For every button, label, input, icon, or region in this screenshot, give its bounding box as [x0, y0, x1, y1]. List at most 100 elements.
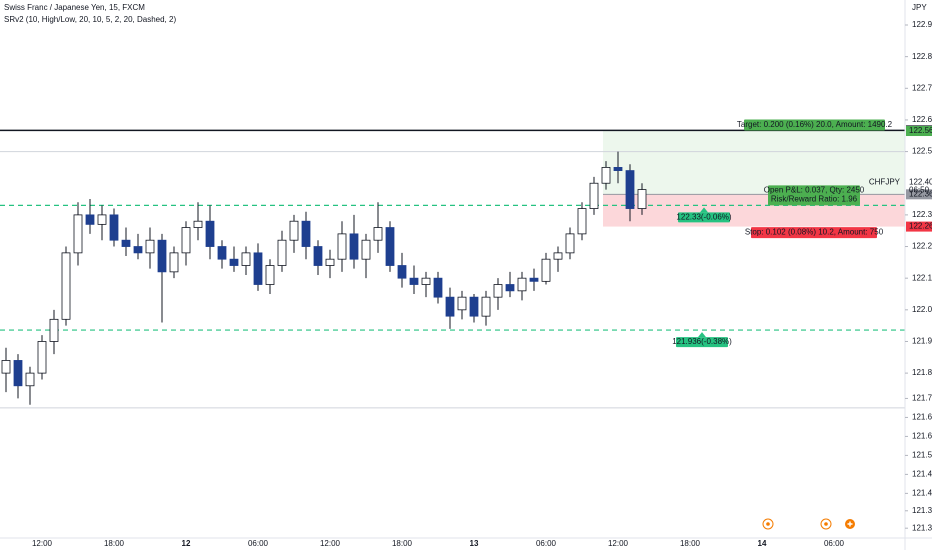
candle-body [397, 265, 407, 279]
y-tick-label: 121.310 [912, 523, 932, 532]
candle-body [565, 233, 575, 254]
candle-body [97, 214, 107, 225]
level-label-arrow [700, 207, 708, 213]
y-tick-label: 121.480 [912, 469, 932, 478]
y-tick-label: 121.540 [912, 451, 932, 460]
candle-body [241, 252, 251, 266]
y-tick-label: 122.300 [912, 210, 932, 219]
candle-body [517, 277, 527, 292]
candle-body [85, 214, 95, 225]
y-tick-label: 122.500 [912, 147, 932, 156]
x-tick-label: 12 [182, 539, 191, 548]
candle-body [421, 277, 431, 285]
y-tick-label: 122.600 [912, 115, 932, 124]
candle-body [253, 252, 263, 285]
pnl-label: Open P&L: 0.037, Qty: 2450 [764, 185, 865, 194]
candle-body [385, 227, 395, 266]
level-label: 122.33(-0.06%) [676, 212, 731, 221]
candle-body [1, 360, 11, 374]
x-tick-label: 12:00 [32, 539, 53, 548]
candle-body [445, 296, 455, 317]
candle-body [121, 239, 131, 247]
candle-body [157, 239, 167, 273]
price-tag [906, 221, 932, 232]
x-tick-label: 13 [470, 539, 479, 548]
event-icon-plus [847, 521, 853, 527]
candle-body [133, 246, 143, 254]
candle-body [73, 214, 83, 254]
candle-body [325, 258, 335, 266]
candle-body [613, 167, 623, 171]
candle-body [589, 182, 599, 209]
y-tick-label: 121.420 [912, 488, 932, 497]
candle-body [337, 233, 347, 260]
x-tick-label: 18:00 [680, 539, 701, 548]
price-tag [906, 177, 932, 188]
candle-body [229, 258, 239, 266]
indicator-legend: SRv2 (10, High/Low, 20, 10, 5, 2, 20, Da… [4, 15, 176, 24]
candle-body [457, 296, 467, 311]
x-tick-label: 12:00 [608, 539, 629, 548]
candle-body [469, 296, 479, 317]
x-tick-label: 18:00 [104, 539, 125, 548]
x-tick-label: 12:00 [320, 539, 341, 548]
candle-body [409, 277, 419, 285]
price-tag [906, 189, 932, 200]
y-tick-label: 121.720 [912, 394, 932, 403]
candle-body [529, 277, 539, 282]
y-tick-label: 121.900 [912, 337, 932, 346]
candle-body [61, 252, 71, 320]
candle-body [217, 246, 227, 260]
candle-body [205, 220, 215, 247]
candle-body [481, 296, 491, 317]
countdown: 06:50 [909, 186, 930, 195]
candle-body [349, 233, 359, 260]
price-tag-label: 122.263 [909, 222, 932, 231]
target-label: Target: 0.200 (0.16%) 20.0, Amount: 1490… [737, 120, 893, 129]
candle-body [541, 258, 551, 282]
candle-body [277, 239, 287, 266]
price-tag-label: 122.365 [909, 189, 932, 198]
y-tick-label: 122.100 [912, 273, 932, 282]
chart-title: Swiss Franc / Japanese Yen, 15, FXCM [4, 3, 145, 12]
candle-body [493, 284, 503, 298]
rr-label: Risk/Reward Ratio: 1.96 [771, 194, 858, 203]
candle-body [169, 252, 179, 273]
stop-label-box [751, 227, 877, 239]
y-tick-label: 121.800 [912, 368, 932, 377]
event-icons [762, 518, 855, 530]
level-label-arrow [698, 332, 706, 338]
candle-body [25, 372, 35, 387]
currency: JPY [912, 3, 927, 12]
event-icon-dot [766, 522, 770, 526]
x-tick-label: 14 [758, 539, 767, 548]
price-tag-label: 122.402 [909, 178, 932, 187]
level-label: 121.936(-0.38%) [672, 337, 732, 346]
candle-body [265, 265, 275, 285]
target-label-box [744, 119, 885, 131]
x-tick-label: 06:00 [536, 539, 557, 548]
price-tag-label: 122.565 [909, 126, 932, 135]
candle-body [301, 220, 311, 247]
price-tag [906, 126, 932, 137]
candle-body [49, 318, 59, 342]
level-label-box [678, 212, 730, 223]
event-icon-dot [824, 522, 828, 526]
candle-body [637, 189, 647, 209]
candle-body [625, 170, 635, 209]
stop-label: Stop: 0.102 (0.08%) 10.2, Amount: 750 [745, 228, 884, 237]
level-label-box [676, 337, 728, 348]
candle-body [289, 220, 299, 241]
candle-body [109, 214, 119, 241]
y-tick-label: 122.200 [912, 242, 932, 251]
candle-body [577, 208, 587, 235]
x-tick-label: 06:00 [248, 539, 269, 548]
candle-body [181, 227, 191, 254]
target-zone [603, 131, 905, 195]
y-tick-label: 121.660 [912, 413, 932, 422]
symbol-label: CHFJPY [869, 178, 901, 187]
candle-body [13, 360, 23, 387]
y-tick-label: 122.700 [912, 83, 932, 92]
candle-body [313, 246, 323, 266]
